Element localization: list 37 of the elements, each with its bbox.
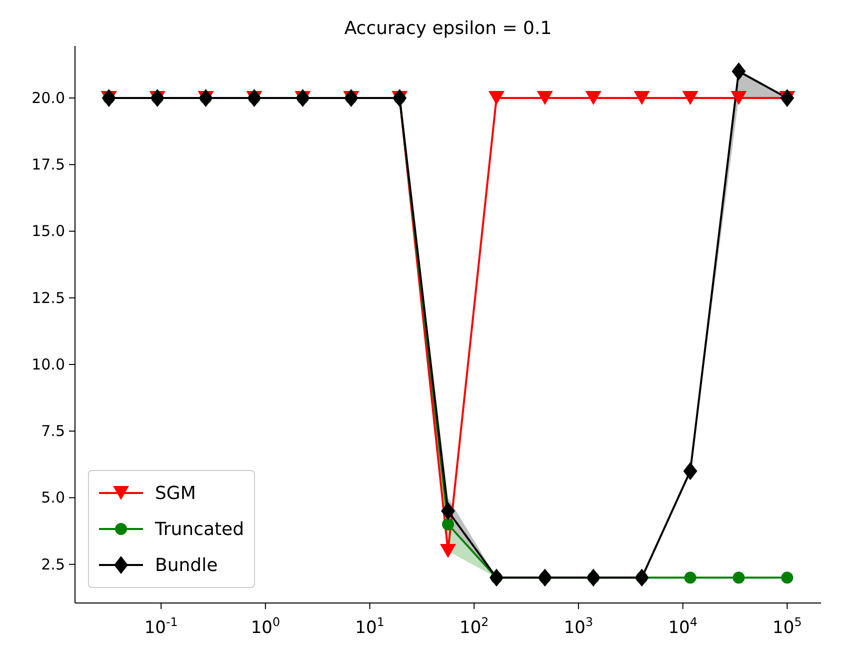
legend-label: Bundle [155,554,218,576]
point [441,502,456,520]
y-tick-label: 7.5 [41,422,65,440]
point [489,568,504,587]
point [732,62,746,80]
y-tick-label: 20.0 [32,88,65,107]
point [440,544,456,558]
y-tick-label: 2.5 [41,555,65,574]
point [730,90,747,105]
point [538,568,552,587]
x-tick-label: 10$^{3}$ [564,615,594,638]
point [634,90,650,105]
point [781,572,794,584]
point [536,90,553,105]
x-tick-label: 10$^{0}$ [250,615,280,638]
point [683,462,698,480]
y-tick-label: 10.0 [32,355,65,374]
y-tick-label: 15.0 [32,222,65,240]
y-tick-label: 5.0 [41,488,65,507]
x-tick-label: 10$^{5}$ [772,615,802,638]
point [634,568,649,587]
point [586,568,600,587]
point [732,572,745,584]
x-tick-label: 10$^{-1}$ [144,615,178,638]
point [442,518,454,530]
point [682,90,698,105]
point [585,90,602,105]
chart-title: Accuracy epsilon = 0.1 [343,18,553,39]
x-tick-label: 10$^{2}$ [460,615,489,638]
x-tick-label: 10$^{1}$ [355,615,384,638]
point [488,90,504,105]
legend-label: Truncated [155,518,244,540]
y-tick-label: 12.5 [32,288,65,307]
legend-label: SGM [155,482,196,504]
point [684,572,696,584]
x-tick-label: 10$^{4}$ [668,615,698,638]
y-tick-label: 17.5 [32,156,65,174]
